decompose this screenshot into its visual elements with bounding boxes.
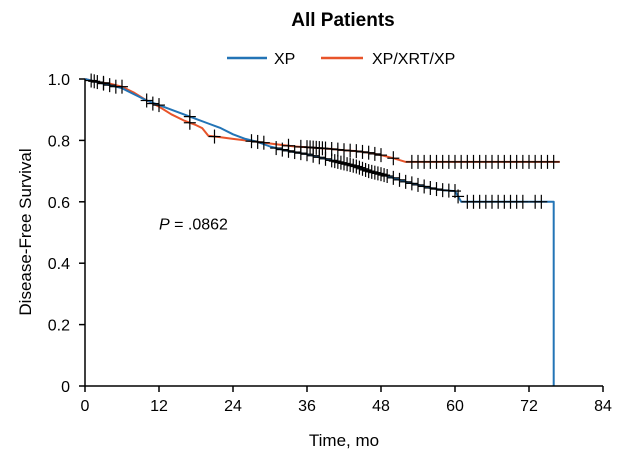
x-tick-label: 24 [224, 398, 242, 415]
x-tick-label: 84 [594, 398, 612, 415]
series-line-xp [84, 78, 555, 386]
y-tick-label: 0 [61, 379, 70, 396]
x-tick-label: 60 [446, 398, 464, 415]
censor-mark-xp [516, 194, 529, 209]
censor-mark-xp [353, 160, 366, 175]
censor-mark-xp [270, 141, 283, 156]
censor-mark-xp [418, 179, 431, 194]
censor-mark-xp [405, 176, 418, 191]
censor-mark-xp [251, 134, 264, 149]
censor-mark-xp [368, 165, 381, 180]
censor-mark-xp-xrt-xp [85, 73, 98, 88]
censor-mark-xp-xrt-xp [97, 75, 110, 90]
censor-mark-xp-xrt-xp [245, 134, 258, 149]
p-value-annotation: P = .0862 [159, 217, 228, 234]
censor-mark-xp [344, 157, 357, 172]
y-tick-label: 0.8 [48, 133, 70, 150]
censor-mark-xp [362, 164, 375, 179]
censor-mark-xp [452, 189, 465, 204]
censor-mark-xp-xrt-xp [257, 135, 270, 150]
censor-mark-xp-xrt-xp [282, 138, 295, 153]
censor-mark-xp-xrt-xp [362, 145, 375, 160]
x-tick-label: 12 [150, 398, 168, 415]
censor-mark-xp-xrt-xp [350, 144, 363, 159]
legend-label-xp-xrt-xp: XP/XRT/XP [372, 51, 455, 68]
censor-mark-xp [334, 155, 347, 170]
censor-mark-xp [328, 154, 341, 169]
censor-mark-xp-xrt-xp [387, 151, 400, 166]
censor-mark-xp [153, 98, 165, 113]
censor-mark-xp [375, 167, 387, 182]
censor-mark-xp [449, 184, 461, 199]
censor-mark-xp [424, 180, 437, 195]
y-axis-title: Disease-Free Survival [16, 148, 35, 315]
censor-mark-xp-xrt-xp [331, 142, 344, 157]
censor-mark-xp [341, 157, 354, 172]
y-tick-label: 0.6 [48, 195, 70, 212]
censor-mark-xp-xrt-xp [547, 154, 560, 169]
censor-mark-xp [430, 182, 443, 197]
x-axis-title: Time, mo [309, 431, 379, 450]
censor-mark-xp [276, 142, 289, 157]
x-axis: 0 12 24 36 48 60 72 84 [81, 385, 612, 415]
censor-marks [85, 73, 560, 209]
x-tick-label: 36 [298, 398, 316, 415]
censor-mark-xp-xrt-xp [368, 146, 381, 161]
censor-mark-xp [535, 194, 548, 209]
censor-mark-xp [331, 154, 344, 169]
censor-mark-xp [338, 156, 350, 171]
censor-mark-xp [399, 174, 412, 189]
censor-mark-xp [359, 162, 372, 177]
censor-mark-xp [350, 159, 363, 174]
censor-mark-xp [381, 169, 394, 184]
censor-mark-xp-xrt-xp [356, 144, 369, 159]
censor-mark-xp [365, 164, 378, 179]
censor-mark-xp [371, 166, 384, 181]
censor-mark-xp [356, 161, 369, 176]
censor-mark-xp [393, 172, 406, 187]
y-tick-label: 0.2 [48, 318, 70, 335]
x-tick-label: 48 [372, 398, 390, 415]
censor-mark-xp [103, 78, 116, 93]
censor-mark-xp [347, 158, 360, 173]
censor-mark-xp [91, 75, 104, 90]
censor-mark-xp-xrt-xp [375, 148, 387, 163]
x-tick-label: 0 [81, 398, 90, 415]
censor-mark-xp-xrt-xp [116, 79, 128, 94]
censor-mark-xp-xrt-xp [325, 141, 338, 156]
p-value-label: P [159, 217, 170, 234]
censor-mark-xp [140, 93, 153, 108]
chart-title: All Patients [291, 10, 394, 31]
censor-mark-xp [387, 170, 400, 185]
censor-mark-xp [412, 177, 424, 192]
censor-mark-xp [288, 145, 301, 160]
censor-mark-xp [378, 168, 391, 183]
legend: XP XP/XRT/XP [227, 51, 455, 68]
x-tick-label: 72 [520, 398, 538, 415]
p-value-text: = .0862 [170, 217, 228, 234]
censor-mark-xp-xrt-xp [88, 74, 101, 89]
censor-mark-xp-xrt-xp [146, 96, 159, 111]
y-tick-label: 0.4 [48, 256, 70, 273]
series-lines [84, 78, 560, 386]
censor-mark-xp-xrt-xp [208, 129, 221, 144]
y-tick-label: 1.0 [48, 72, 70, 89]
legend-label-xp: XP [274, 51, 295, 68]
plot-area [84, 73, 560, 386]
censor-mark-xp-xrt-xp [183, 115, 196, 130]
y-axis: 0 0.2 0.4 0.6 0.8 1.0 [48, 72, 86, 396]
